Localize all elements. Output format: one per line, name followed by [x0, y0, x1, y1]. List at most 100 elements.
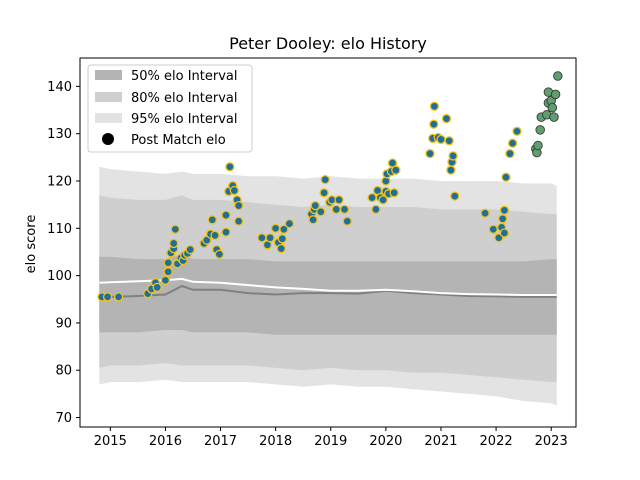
legend-label-50: 50% elo Interval [131, 69, 238, 84]
data-point [450, 191, 460, 201]
chart-title: Peter Dooley: elo History [229, 34, 427, 53]
data-point [488, 224, 498, 234]
legend-box [87, 64, 253, 153]
data-point [185, 244, 195, 255]
data-point [429, 119, 439, 129]
data-point [113, 292, 124, 302]
data-point [221, 210, 231, 220]
y-tick-label: 110 [47, 222, 72, 237]
data-point-recent [549, 112, 559, 122]
legend-marker-post-match [102, 133, 114, 145]
data-point [221, 227, 231, 237]
data-point [480, 208, 490, 218]
data-point-recent [533, 140, 543, 151]
x-axis-ticks: 2015 2016 2017 2018 2019 2020 2021 2022 2023 [94, 427, 568, 449]
data-point-recent [547, 102, 558, 113]
data-point [270, 223, 281, 233]
data-point [371, 204, 381, 215]
y-tick-label: 130 [47, 127, 72, 142]
data-point [319, 188, 329, 198]
data-point [512, 126, 522, 136]
data-point [331, 204, 341, 215]
x-tick-label: 2016 [149, 434, 182, 449]
data-point [234, 200, 244, 211]
data-point [152, 282, 162, 293]
data-point [320, 174, 330, 185]
data-point [310, 200, 320, 211]
data-point [279, 224, 289, 234]
data-point [378, 195, 388, 205]
data-point-recent [550, 89, 561, 100]
data-point [499, 205, 510, 215]
x-tick-label: 2019 [314, 434, 347, 449]
y-tick-label: 70 [55, 411, 72, 426]
data-point [257, 233, 267, 243]
data-point-recent [535, 125, 545, 135]
post-match-points [97, 71, 563, 302]
data-point [339, 204, 350, 215]
y-axis-ticks: 70 80 90 100 110 120 130 140 [47, 80, 80, 426]
data-point [225, 162, 235, 172]
legend-label-post-match: Post Match elo [131, 133, 226, 148]
data-point [308, 215, 318, 225]
x-tick-label: 2021 [424, 434, 457, 449]
data-point [501, 172, 511, 182]
data-point [391, 165, 401, 175]
x-tick-label: 2022 [480, 434, 513, 449]
plot-frame [79, 57, 577, 428]
data-point [210, 230, 220, 241]
x-tick-label: 2020 [369, 434, 402, 449]
data-point [265, 233, 275, 243]
y-axis-label: elo score [24, 215, 39, 274]
data-point [505, 148, 515, 159]
data-point [316, 207, 326, 217]
y-tick-label: 120 [47, 175, 72, 190]
legend-label-80: 80% elo Interval [131, 91, 238, 106]
data-point [277, 234, 287, 244]
data-point [229, 185, 239, 196]
y-tick-label: 90 [55, 316, 72, 331]
x-tick-label: 2018 [259, 434, 292, 449]
data-point [444, 136, 454, 146]
data-point [507, 138, 518, 148]
legend-swatch-50 [95, 70, 122, 80]
data-point [425, 148, 435, 159]
data-point [102, 292, 113, 302]
data-point [334, 195, 344, 205]
x-tick-label: 2017 [204, 434, 237, 449]
data-point [163, 258, 173, 268]
data-point [276, 243, 286, 254]
data-point [367, 192, 377, 203]
band-50 [99, 254, 557, 335]
data-point [234, 216, 244, 226]
data-point [342, 216, 352, 226]
legend-label-95: 95% elo Interval [131, 112, 238, 127]
data-point [169, 238, 179, 249]
data-point [446, 165, 456, 175]
data-point [429, 101, 440, 111]
legend-swatch-80 [95, 92, 122, 102]
data-point [160, 275, 171, 285]
x-tick-label: 2023 [535, 434, 568, 449]
y-tick-label: 80 [55, 364, 72, 379]
data-point [389, 188, 399, 198]
data-point [163, 267, 173, 277]
y-tick-label: 100 [47, 269, 72, 284]
data-point [448, 151, 458, 161]
x-tick-label: 2015 [94, 434, 127, 449]
data-point [214, 249, 225, 259]
data-point [441, 113, 452, 124]
data-point [499, 228, 510, 238]
data-point [436, 134, 446, 145]
data-point [284, 218, 295, 229]
data-point [207, 215, 217, 225]
legend-swatch-95 [95, 113, 122, 123]
interval-bands [99, 166, 557, 406]
legend: 50% elo Interval 80% elo Interval 95% el… [87, 64, 253, 153]
data-point-recent [553, 71, 563, 81]
data-point [498, 214, 508, 224]
median-line [99, 284, 557, 298]
data-point [170, 224, 180, 234]
y-tick-label: 140 [47, 80, 72, 95]
